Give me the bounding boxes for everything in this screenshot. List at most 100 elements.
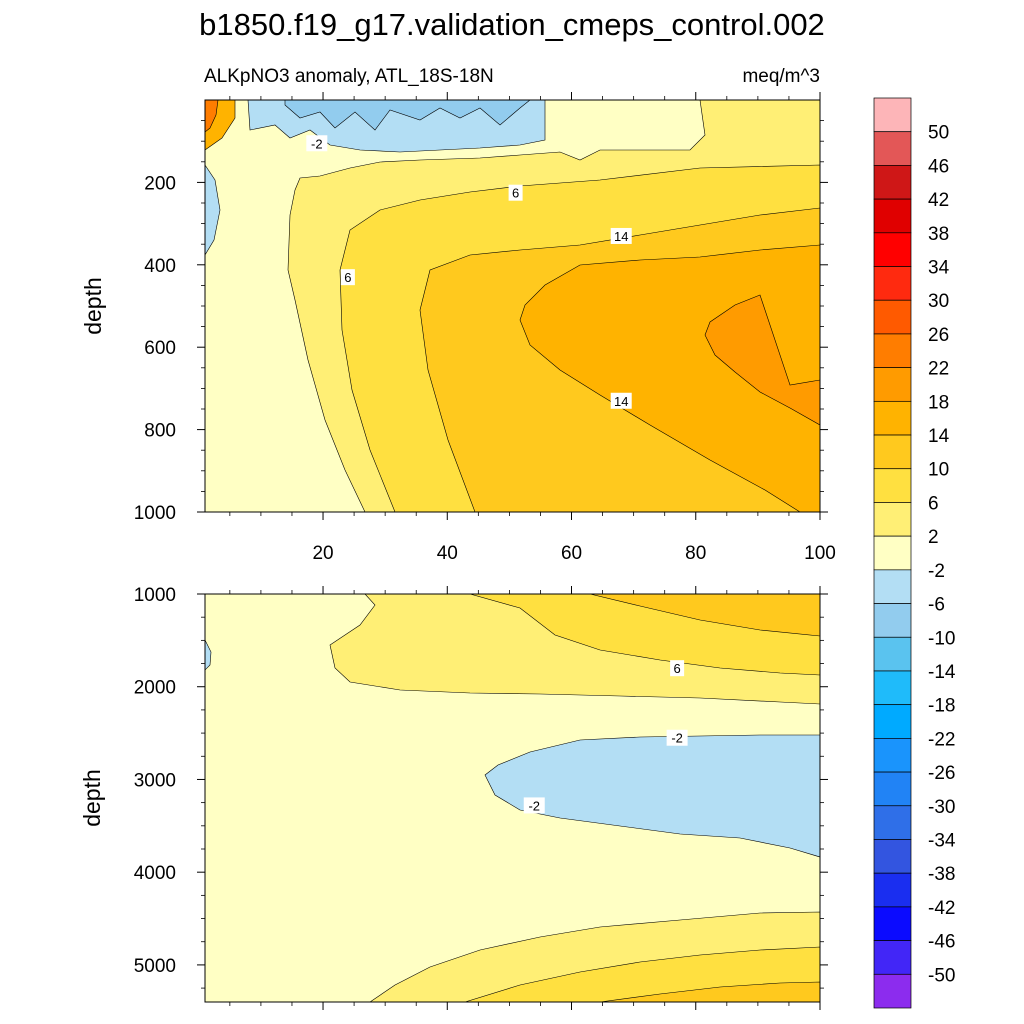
colorbar-swatch [873, 266, 912, 301]
lower-contour-labels: 6 -2 -2 [523, 660, 688, 814]
upper-left-negative-lens [205, 164, 221, 256]
colorbar-label: -14 [928, 662, 956, 683]
upper-axis-ticks: 20 40 60 80 100 200 400 600 800 1000 [134, 92, 836, 564]
lower-y-axis-label: depth [79, 769, 105, 827]
upper-contour-labels: -2 6 6 14 14 [306, 135, 632, 409]
y-tick-label: 3000 [134, 770, 176, 791]
y-tick-label: 2000 [134, 678, 176, 699]
colorbar-swatch [873, 636, 912, 672]
y-tick-label: 800 [144, 421, 176, 442]
colorbar-label: 50 [928, 123, 949, 144]
colorbar-swatch [873, 165, 912, 200]
colorbar-swatch [873, 468, 912, 503]
lower-negative-lens [484, 734, 820, 858]
colorbar-label: 42 [928, 190, 949, 211]
colorbar-label: -2 [928, 561, 945, 582]
contour-label: 14 [614, 394, 628, 409]
contour-label: -2 [311, 136, 323, 151]
colorbar-swatch [873, 232, 912, 267]
colorbar-swatch [873, 299, 912, 335]
colorbar-label: 2 [928, 527, 939, 548]
colorbar-swatch [873, 771, 912, 807]
upper-panel: 20 40 60 80 100 200 400 600 800 1000 -2 6 6 14 14 dep… [80, 92, 836, 564]
colorbar-swatch [873, 333, 912, 368]
colorbar-label: 10 [928, 460, 949, 481]
colorbar-label: -50 [928, 965, 955, 986]
x-tick-label: 100 [804, 543, 836, 564]
colorbar-swatch [873, 97, 912, 133]
colorbar-label: -22 [928, 729, 955, 750]
colorbar-label: -30 [928, 797, 955, 818]
colorbar-label: -6 [928, 595, 945, 616]
contour-label-bg [610, 392, 632, 409]
contour-label: 14 [614, 229, 628, 244]
figure-title: b1850.f19_g17.validation_cmeps_control.0… [199, 7, 825, 42]
y-tick-label: 1000 [134, 585, 176, 606]
contour-label-bg [508, 184, 523, 201]
contour-label: -2 [528, 798, 540, 813]
contour-label-bg [610, 227, 632, 244]
colorbar-swatch [873, 738, 912, 773]
colorbar: 50 46 42 38 34 30 26 22 18 14 10 6 2 -2 -6 -10 -14 -18 -22… [873, 97, 956, 1009]
x-tick-label: 60 [561, 543, 582, 564]
x-tick-label: 80 [685, 543, 706, 564]
colorbar-swatch [873, 603, 912, 638]
x-tick-label: 20 [312, 543, 333, 564]
x-tick-label: 40 [437, 543, 458, 564]
contour-label-bg [306, 135, 328, 152]
upper-surface-negative-core [284, 100, 531, 131]
lower-contour-fill-10to14-top [589, 594, 820, 637]
lower-panel: 1000 2000 3000 4000 5000 6 -2 -2 depth [79, 585, 828, 1010]
subtitle-units: meq/m^3 [742, 66, 820, 87]
lower-plot-frame [204, 593, 821, 1003]
colorbar-swatch [873, 670, 912, 706]
colorbar-swatch [873, 569, 912, 604]
colorbar-label: -18 [928, 696, 955, 717]
colorbar-label: -34 [928, 830, 956, 851]
colorbar-label: -46 [928, 932, 955, 953]
lower-axis-ticks: 1000 2000 3000 4000 5000 [134, 585, 828, 1010]
y-tick-label: 4000 [134, 863, 176, 884]
colorbar-swatch [873, 839, 912, 874]
colorbar-label: 6 [928, 493, 939, 514]
colorbar-swatch [873, 906, 912, 941]
colorbar-swatch [873, 400, 912, 436]
subtitle-left: ALKpNO3 anomaly, ATL_18S-18N [204, 66, 494, 87]
colorbar-label: -26 [928, 763, 955, 784]
colorbar-swatch [873, 872, 912, 908]
colorbar-swatch [873, 940, 912, 975]
y-tick-label: 200 [144, 173, 176, 194]
contour-label-bg [666, 729, 688, 746]
colorbar-swatch [873, 367, 912, 402]
colorbar-swatch [873, 434, 912, 470]
colorbar-label: 46 [928, 156, 949, 177]
upper-contour-fill-18to22 [704, 294, 820, 426]
colorbar-label: 14 [928, 426, 950, 447]
lower-contour-fill-10to14-bottom [599, 981, 820, 1002]
contour-label: 6 [344, 270, 351, 285]
colorbar-label: 18 [928, 392, 949, 413]
colorbar-label: 34 [928, 258, 950, 279]
y-tick-label: 600 [144, 338, 176, 359]
colorbar-label: 22 [928, 359, 949, 380]
colorbar-label: 30 [928, 291, 949, 312]
y-tick-label: 1000 [134, 503, 176, 524]
colorbar-label: -38 [928, 864, 955, 885]
colorbar-label: 38 [928, 224, 949, 245]
colorbar-swatch [873, 198, 912, 234]
colorbar-label: -10 [928, 628, 955, 649]
contour-label-bg [670, 660, 685, 677]
colorbar-swatch [873, 973, 912, 1009]
colorbar-swatch [873, 535, 912, 571]
upper-y-axis-label: depth [80, 277, 106, 335]
contour-label-bg [340, 269, 355, 286]
colorbar-swatch [873, 704, 912, 739]
y-tick-label: 400 [144, 256, 176, 277]
upper-corner-max [205, 100, 219, 133]
y-tick-label: 5000 [134, 956, 176, 977]
colorbar-swatch [873, 131, 912, 166]
contour-label: 6 [674, 661, 681, 676]
lower-left-negative-lens [205, 639, 212, 671]
colorbar-swatch [873, 805, 912, 840]
